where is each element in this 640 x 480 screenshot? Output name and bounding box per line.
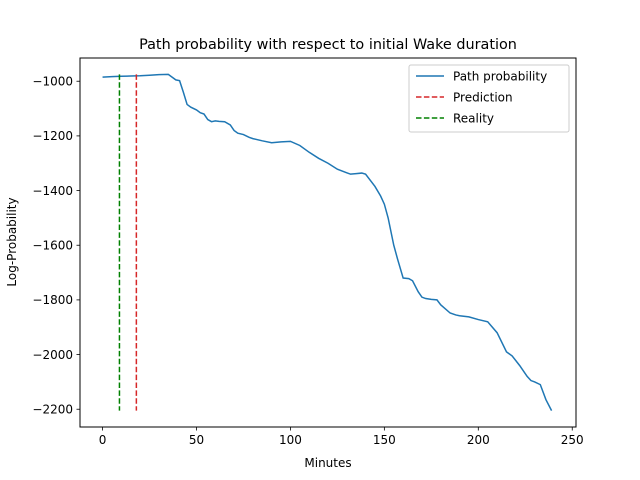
x-axis-label: Minutes — [304, 456, 351, 470]
series-line-path-probability — [102, 73, 553, 411]
x-tick-label: 100 — [279, 433, 302, 447]
y-tick-label: −1200 — [32, 129, 73, 143]
plot-lines — [102, 73, 553, 411]
y-tick-label: −2200 — [32, 403, 73, 417]
y-axis: −1000 −1200 −1400 −1600 −1800 −2000 −2200 — [32, 75, 80, 417]
y-tick-label: −1600 — [32, 239, 73, 253]
plot-frame — [79, 57, 577, 428]
legend-label: Path probability — [453, 69, 547, 83]
y-tick-label: −1000 — [32, 75, 73, 89]
y-tick-label: −1400 — [32, 184, 73, 198]
chart-title: Path probability with respect to initial… — [139, 37, 517, 53]
y-tick-label: −1800 — [32, 293, 73, 307]
x-tick-label: 200 — [467, 433, 490, 447]
legend-label: Prediction — [453, 90, 513, 104]
x-tick-label: 150 — [373, 433, 396, 447]
legend-label: Reality — [453, 111, 494, 125]
y-tick-label: −2000 — [32, 348, 73, 362]
x-tick-label: 250 — [561, 433, 584, 447]
x-tick-label: 50 — [189, 433, 204, 447]
x-axis: 0 50 100 150 200 250 — [99, 427, 584, 447]
y-axis-label: Log-Probability — [5, 197, 19, 286]
legend-box — [408, 64, 570, 133]
x-tick-label: 0 — [99, 433, 107, 447]
legend: Path probability Prediction Reality — [408, 64, 570, 133]
